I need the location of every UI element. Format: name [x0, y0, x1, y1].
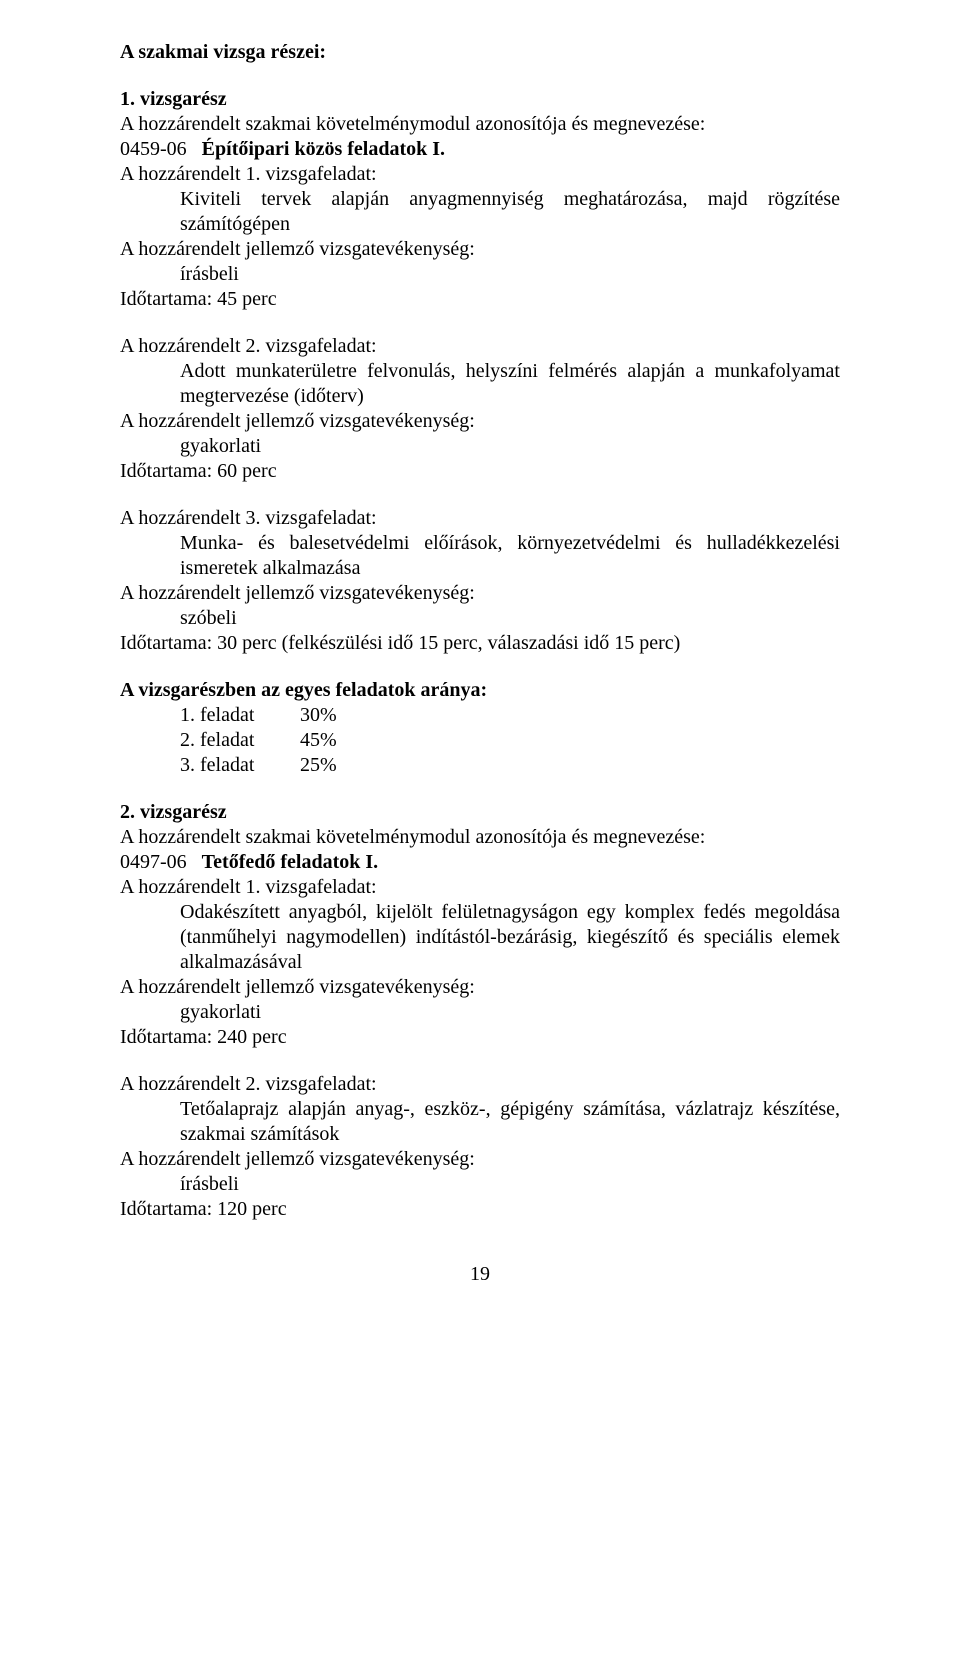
p1-w2-val: 45% — [300, 728, 337, 753]
part1-modul-name: Építőipari közös feladatok I. — [202, 138, 445, 160]
p1f3-dur: Időtartama: 30 perc (felkészülési idő 15… — [120, 631, 840, 656]
p1f1-char-label: A hozzárendelt jellemző vizsgatevékenysé… — [120, 237, 840, 262]
p1f3-desc: Munka- és balesetvédelmi előírások, körn… — [120, 531, 840, 581]
p2f2-head: A hozzárendelt 2. vizsgafeladat: — [120, 1072, 840, 1097]
part1-block: 1. vizsgarész A hozzárendelt szakmai köv… — [120, 87, 840, 312]
p1-w3-label: 3. feladat — [120, 753, 300, 778]
part1-modul-line: 0459-06 Építőipari közös feladatok I. — [120, 137, 840, 162]
p1-w1-val: 30% — [300, 703, 337, 728]
page-number: 19 — [120, 1262, 840, 1287]
p1f3-char-label: A hozzárendelt jellemző vizsgatevékenysé… — [120, 581, 840, 606]
p1-weights-block: A vizsgarészben az egyes feladatok arány… — [120, 678, 840, 778]
p1-w3-val: 25% — [300, 753, 337, 778]
p1-w2-label: 2. feladat — [120, 728, 300, 753]
part2-modul-intro: A hozzárendelt szakmai követelménymodul … — [120, 825, 840, 850]
p2f1-head: A hozzárendelt 1. vizsgafeladat: — [120, 875, 840, 900]
p1f3-block: A hozzárendelt 3. vizsgafeladat: Munka- … — [120, 506, 840, 656]
p1f2-char-label: A hozzárendelt jellemző vizsgatevékenysé… — [120, 409, 840, 434]
p1f2-block: A hozzárendelt 2. vizsgafeladat: Adott m… — [120, 334, 840, 484]
p1f3-head: A hozzárendelt 3. vizsgafeladat: — [120, 506, 840, 531]
p2f1-char-label: A hozzárendelt jellemző vizsgatevékenysé… — [120, 975, 840, 1000]
p2f1-desc: Odakészített anyagból, kijelölt felületn… — [120, 900, 840, 975]
part1-header: 1. vizsgarész — [120, 87, 840, 112]
p1f2-head: A hozzárendelt 2. vizsgafeladat: — [120, 334, 840, 359]
part1-modul-code: 0459-06 — [120, 138, 187, 160]
part2-modul-name: Tetőfedő feladatok I. — [202, 851, 378, 873]
part2-modul-code: 0497-06 — [120, 851, 187, 873]
part2-modul-line: 0497-06 Tetőfedő feladatok I. — [120, 850, 840, 875]
p1f1-dur: Időtartama: 45 perc — [120, 287, 840, 312]
p2f2-block: A hozzárendelt 2. vizsgafeladat: Tetőala… — [120, 1072, 840, 1222]
p1-weights-header: A vizsgarészben az egyes feladatok arány… — [120, 678, 840, 703]
main-title: A szakmai vizsga részei: — [120, 40, 840, 65]
part2-header: 2. vizsgarész — [120, 800, 840, 825]
p1f1-head: A hozzárendelt 1. vizsgafeladat: — [120, 162, 840, 187]
p2f1-char-val: gyakorlati — [120, 1000, 840, 1025]
p1-weight-row3: 3. feladat 25% — [120, 753, 840, 778]
p2f2-desc: Tetőalaprajz alapján anyag-, eszköz-, gé… — [120, 1097, 840, 1147]
p1f3-char-val: szóbeli — [120, 606, 840, 631]
p1-weight-row2: 2. feladat 45% — [120, 728, 840, 753]
p2f1-dur: Időtartama: 240 perc — [120, 1025, 840, 1050]
p1-w1-label: 1. feladat — [120, 703, 300, 728]
p2f2-dur: Időtartama: 120 perc — [120, 1197, 840, 1222]
document-page: A szakmai vizsga részei: 1. vizsgarész A… — [0, 0, 960, 1327]
p1f1-desc: Kiviteli tervek alapján anyagmennyiség m… — [120, 187, 840, 237]
part2-block: 2. vizsgarész A hozzárendelt szakmai köv… — [120, 800, 840, 1050]
p1-weight-row1: 1. feladat 30% — [120, 703, 840, 728]
part1-modul-intro: A hozzárendelt szakmai követelménymodul … — [120, 112, 840, 137]
p1f2-desc: Adott munkaterületre felvonulás, helyszí… — [120, 359, 840, 409]
p2f2-char-label: A hozzárendelt jellemző vizsgatevékenysé… — [120, 1147, 840, 1172]
p1f2-char-val: gyakorlati — [120, 434, 840, 459]
p2f2-char-val: írásbeli — [120, 1172, 840, 1197]
p1f1-char-val: írásbeli — [120, 262, 840, 287]
p1f2-dur: Időtartama: 60 perc — [120, 459, 840, 484]
